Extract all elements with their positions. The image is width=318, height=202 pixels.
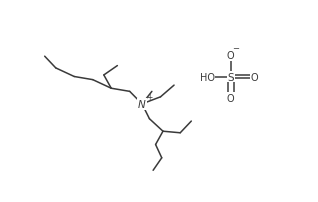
Text: HO: HO (200, 72, 215, 82)
Text: −: − (232, 44, 239, 53)
Text: +: + (146, 92, 152, 101)
Text: O: O (250, 72, 258, 82)
Text: O: O (227, 51, 235, 61)
Text: S: S (227, 72, 234, 82)
Text: N: N (138, 99, 146, 109)
Text: O: O (227, 93, 235, 103)
